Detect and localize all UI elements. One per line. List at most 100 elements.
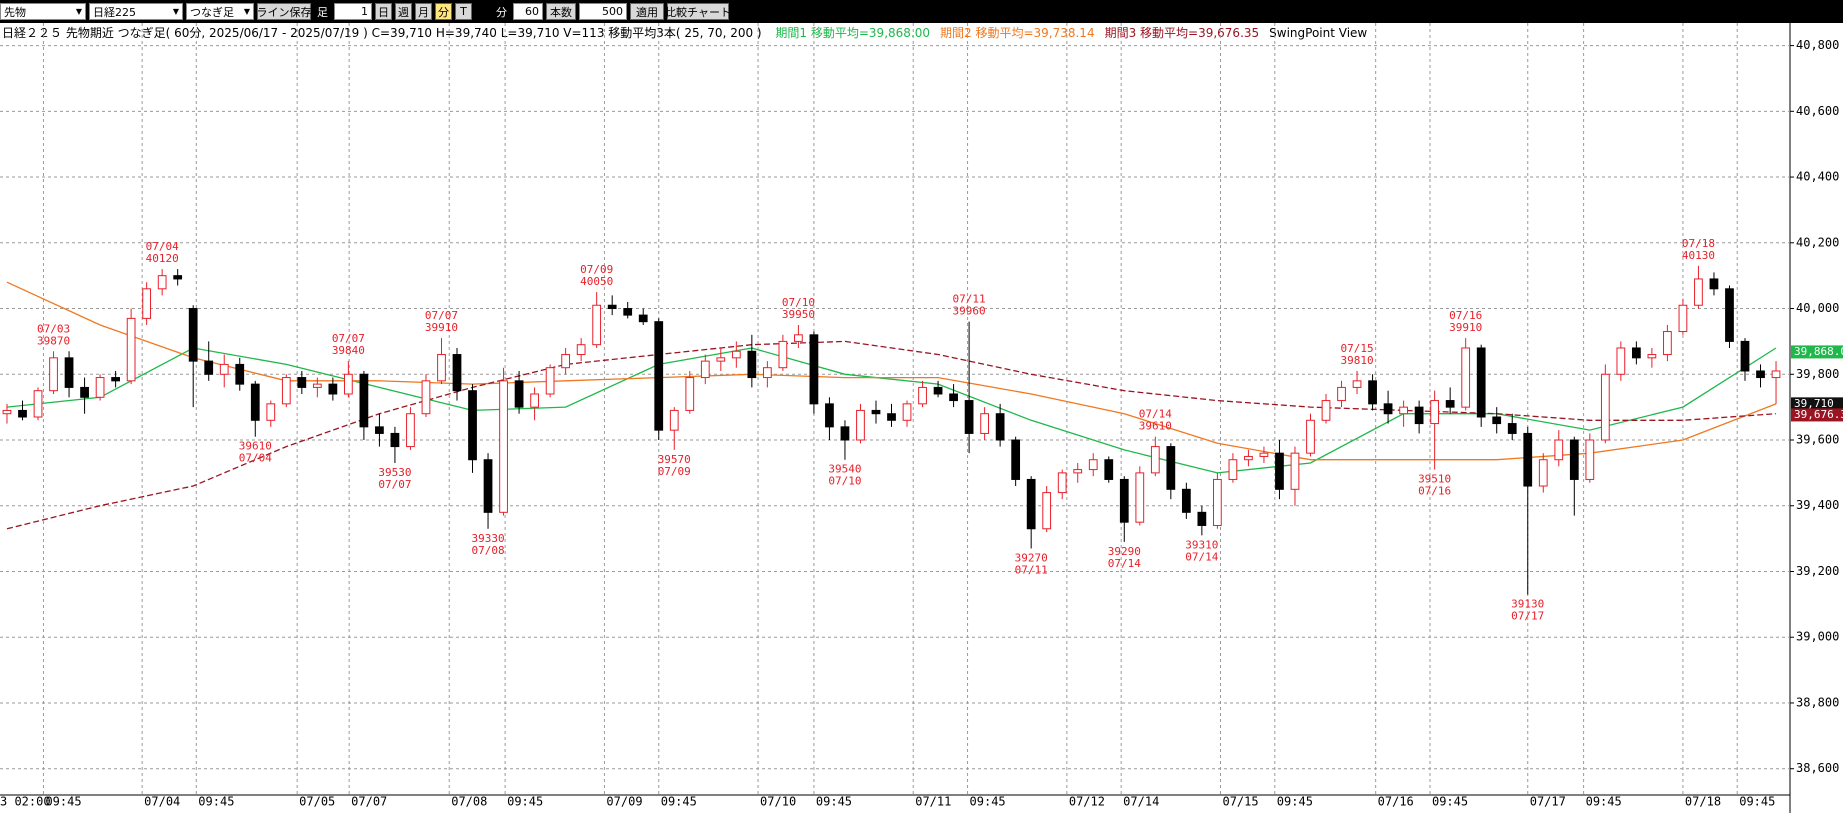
candle-body	[1073, 469, 1083, 474]
save-line-button[interactable]: ライン保存	[257, 3, 312, 20]
swing-value: 39540	[828, 463, 861, 476]
candle-body	[250, 383, 260, 421]
candle-body	[623, 308, 633, 316]
swing-date: 07/07	[332, 332, 365, 345]
candle-body	[592, 304, 602, 346]
candle-body	[902, 403, 912, 421]
x-tick-label: 07/18	[1685, 795, 1721, 809]
swing-date: 07/04	[146, 240, 179, 253]
swing-date: 07/10	[828, 475, 861, 488]
price-tag	[1791, 397, 1843, 411]
candle-body	[390, 432, 400, 448]
candle-body	[918, 386, 927, 405]
candle-body	[576, 344, 586, 356]
swing-date: 07/17	[1511, 609, 1544, 622]
y-tick-label: 39,800	[1796, 367, 1839, 381]
candle-body	[1119, 478, 1129, 523]
ashi-input[interactable]: 1	[334, 3, 372, 20]
x-tick-label: 09:45	[1277, 795, 1313, 809]
bars-input[interactable]: 500	[579, 3, 627, 20]
candle-body	[33, 390, 43, 418]
week-button[interactable]: 週	[395, 3, 412, 20]
swing-date: 07/18	[1682, 237, 1715, 250]
candle-body	[421, 380, 431, 415]
swing-value: 39840	[332, 344, 365, 357]
swing-value: 39610	[1139, 420, 1172, 433]
x-tick-label: 09:45	[198, 795, 234, 809]
candle-body	[561, 354, 571, 369]
minute-button[interactable]: 分	[435, 3, 452, 20]
swing-value: 39910	[425, 321, 458, 334]
candle-body	[716, 357, 726, 362]
candle-body	[1461, 347, 1471, 408]
swing-date: 07/14	[1139, 408, 1172, 421]
candle-body	[1181, 488, 1191, 513]
swing-value: 39810	[1340, 354, 1373, 367]
swing-date: 07/14	[1108, 557, 1141, 570]
swing-value: 39310	[1185, 538, 1218, 551]
candle-body	[1026, 478, 1036, 530]
market-select[interactable]: 先物	[0, 3, 86, 20]
candle-body	[949, 393, 958, 402]
candle-body	[1228, 459, 1238, 480]
swing-value: 39130	[1511, 597, 1544, 610]
ashi-label: 足	[317, 5, 328, 19]
candle-body	[607, 304, 617, 310]
symbol-select[interactable]: 日経225	[89, 3, 183, 20]
candle-body	[1600, 373, 1610, 441]
candle-body	[1414, 406, 1424, 425]
x-tick-label: 07/12	[1069, 795, 1105, 809]
swing-date: 07/16	[1449, 309, 1482, 322]
candle-body	[1275, 452, 1284, 490]
swing-value: 39330	[471, 532, 504, 545]
candle-body	[235, 363, 245, 385]
candle-body	[188, 308, 198, 362]
candle-body	[995, 413, 1005, 441]
apply-button[interactable]: 適用	[630, 3, 664, 20]
candle-body	[980, 413, 989, 434]
candle-body	[1290, 452, 1300, 490]
compare-button[interactable]: 比較チャート	[665, 3, 731, 20]
swing-date: 07/09	[580, 263, 613, 276]
candle-body	[1616, 347, 1626, 375]
candle-body	[1569, 439, 1579, 480]
candle-body	[747, 350, 757, 379]
candle-body	[685, 377, 695, 411]
swing-date: 07/11	[953, 293, 986, 306]
candle-body	[80, 386, 89, 398]
candle-body	[778, 340, 788, 369]
swing-date: 07/14	[1185, 550, 1218, 563]
swing-value: 39530	[378, 466, 411, 479]
tick-button[interactable]: T	[455, 3, 472, 20]
interval-input[interactable]: 60	[513, 3, 543, 20]
candle-body	[328, 383, 338, 395]
swing-date: 07/09	[658, 465, 691, 478]
price-tag-label: 39,676.3	[1794, 408, 1843, 421]
minute-label: 分	[496, 5, 507, 19]
day-button[interactable]: 日	[375, 3, 392, 20]
candle-body	[375, 426, 384, 434]
x-tick-label: 07/10	[760, 795, 796, 809]
candle-body	[1088, 459, 1098, 471]
candle-body	[1352, 380, 1362, 388]
x-tick-label: 09:45	[1739, 795, 1775, 809]
month-button[interactable]: 月	[415, 3, 432, 20]
candle-body	[964, 400, 974, 434]
candle-body	[731, 350, 741, 359]
x-tick-label: 07/17	[1530, 795, 1566, 809]
candle-body	[126, 317, 136, 382]
chart-kind-select[interactable]: つなぎ足	[186, 3, 254, 20]
price-tag-label: 39,710	[1794, 397, 1834, 410]
candle-body	[1445, 400, 1455, 408]
x-tick-label: 07/05	[299, 795, 335, 809]
swing-date: 07/10	[782, 296, 815, 309]
candle-body	[1771, 370, 1781, 379]
x-tick-label: 07/15	[1222, 795, 1258, 809]
swing-value: 39960	[953, 305, 986, 318]
candle-body	[281, 377, 291, 405]
candle-body	[297, 377, 307, 388]
candle-body	[266, 403, 276, 421]
candle-body	[1166, 446, 1176, 490]
price-tag	[1791, 345, 1843, 359]
